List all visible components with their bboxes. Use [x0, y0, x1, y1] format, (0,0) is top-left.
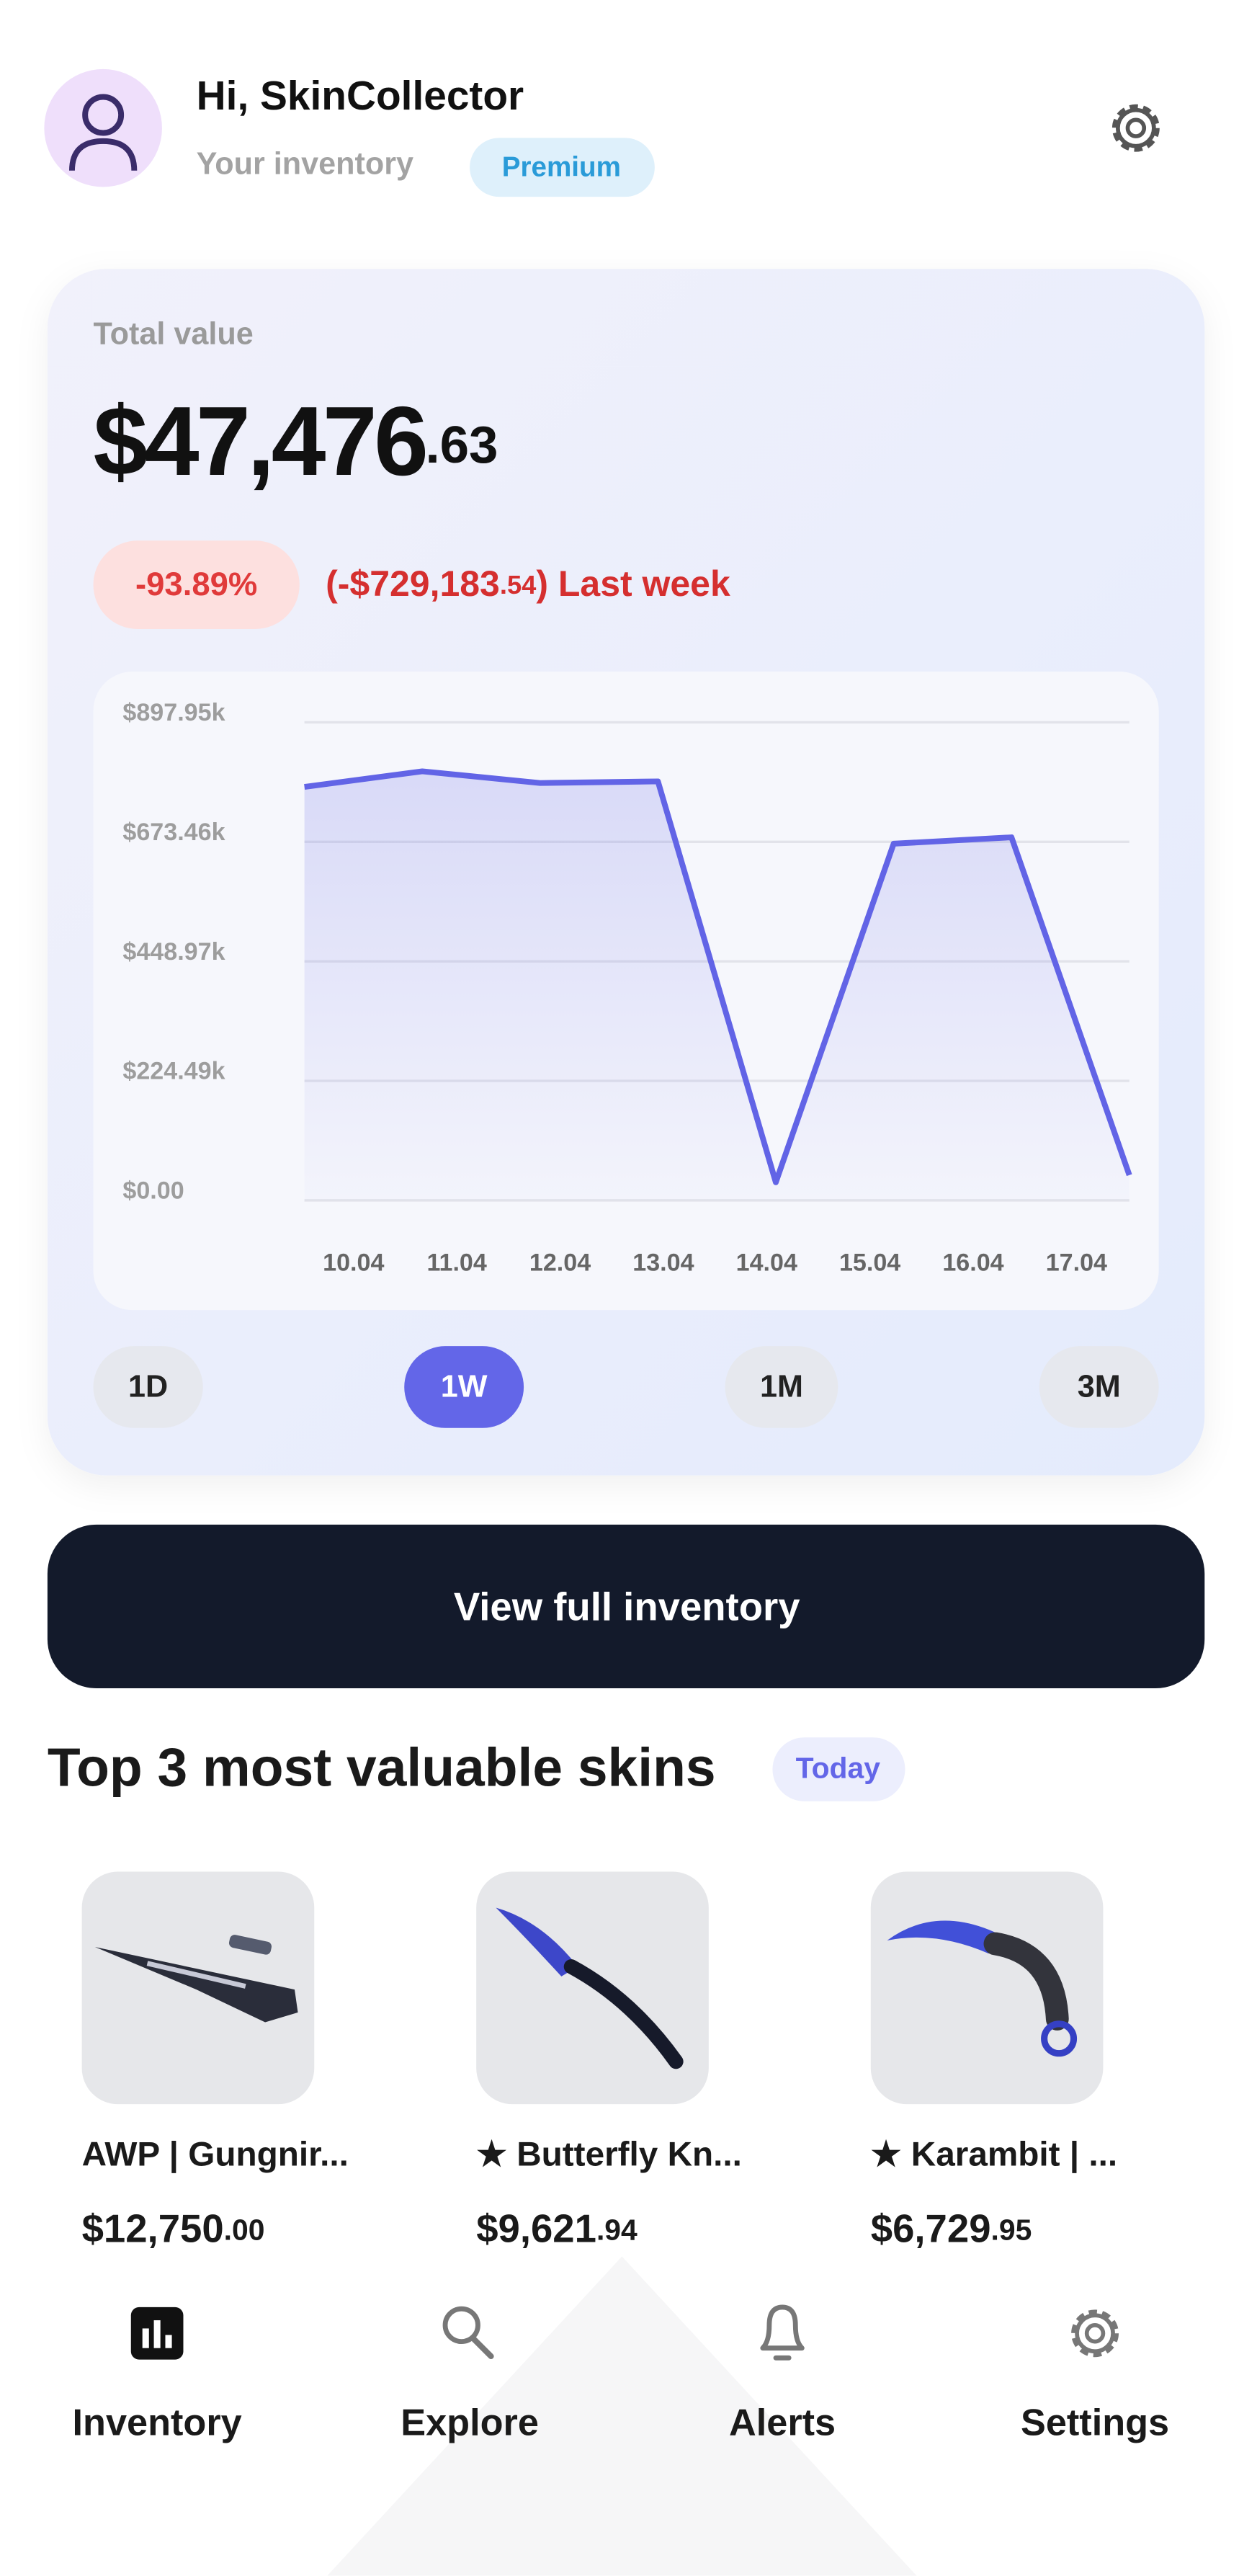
skin-image — [228, 1935, 272, 1955]
skin-price: $6,729.95 — [871, 2207, 1032, 2251]
settings-icon — [1071, 2309, 1119, 2358]
amount: $47,476 — [94, 386, 426, 496]
inventory-icon — [153, 2320, 161, 2348]
change: (-$729,183 — [326, 563, 500, 604]
x-tick-label: 13.04 — [632, 1249, 694, 1277]
nav-icons — [130, 2304, 1119, 2361]
avatar-icon — [82, 94, 125, 136]
total-label: Total value — [94, 317, 254, 352]
avatar[interactable] — [44, 68, 162, 187]
price-cents: .00 — [224, 2213, 265, 2246]
range-button[interactable] — [93, 1346, 203, 1428]
explore-icon — [470, 2335, 494, 2360]
y-tick-label: $224.49k — [122, 1058, 225, 1085]
skin-price: $9,621.94 — [476, 2207, 638, 2251]
change-suffix: ) Last week — [536, 563, 730, 604]
greeting: Hi, SkinCollector — [197, 73, 524, 119]
price-cents: .94 — [596, 2213, 638, 2246]
badge — [470, 138, 655, 197]
skin-name: ★ Butterfly Kn... — [476, 2135, 742, 2173]
alerts-icon — [760, 2304, 805, 2351]
line — [304, 768, 1132, 1185]
skin-image — [1041, 2020, 1078, 2057]
y-tick-label: $897.95k — [122, 699, 225, 726]
x-tick-label: 16.04 — [942, 1249, 1003, 1277]
bottom-nav: Inventory Explore Alerts Settings — [73, 2402, 1170, 2443]
button-label: View full inventory — [454, 1585, 800, 1628]
subtitle: Your inventory — [197, 146, 413, 181]
x-tick-label: 14.04 — [736, 1249, 797, 1277]
skin-image — [146, 1961, 246, 1989]
price: $12,750 — [82, 2207, 224, 2251]
range-button[interactable] — [404, 1346, 524, 1428]
section-badge-text: Today — [796, 1751, 881, 1784]
nav-label[interactable]: Alerts — [729, 2402, 836, 2443]
change-percent: -93.89% — [135, 566, 257, 602]
amount-cents: .63 — [425, 416, 498, 474]
total-value: $47,476.63 — [94, 386, 498, 496]
y-tick-label: $0.00 — [122, 1177, 184, 1205]
x-tick-label: 12.04 — [529, 1249, 591, 1277]
nav-label[interactable]: Inventory — [73, 2402, 242, 2443]
price-cents: .95 — [991, 2213, 1032, 2246]
view-inventory-button[interactable] — [47, 1524, 1205, 1689]
badge-text: Premium — [502, 152, 621, 183]
skin-tile[interactable] — [870, 1871, 1104, 2105]
chart: $0.00 $224.49k $448.97k $673.46k $897.95k 10.… — [122, 699, 1132, 1277]
range-label: 1D — [128, 1370, 168, 1404]
range-button[interactable] — [1039, 1346, 1159, 1428]
skin-image — [496, 1907, 578, 1976]
skin-price: $12,750.00 — [82, 2207, 265, 2251]
y-tick-label: $673.46k — [122, 819, 225, 846]
change-amount: (-$729,183.54) Last week — [326, 563, 730, 604]
change-pill — [93, 540, 300, 629]
inventory-icon — [142, 2328, 149, 2348]
range-label: 1W — [441, 1370, 488, 1404]
skin-image — [983, 1932, 1069, 2031]
x-tick-label: 11.04 — [426, 1249, 486, 1277]
explore-icon — [442, 2306, 480, 2345]
decoration — [327, 2256, 917, 2576]
skin-name: AWP | Gungnir... — [82, 2135, 349, 2173]
x-tick-label: 15.04 — [839, 1249, 900, 1277]
skin-image — [563, 1959, 684, 2069]
range-label: 1M — [760, 1370, 803, 1404]
skin-name: ★ Karambit | ... — [871, 2135, 1117, 2173]
nav-label[interactable]: Explore — [401, 2402, 539, 2443]
section-title: Top 3 most valuable skins — [48, 1737, 716, 1798]
skin-image — [887, 1920, 999, 1954]
avatar-icon — [68, 138, 138, 171]
section-badge — [772, 1737, 905, 1801]
nav-label[interactable]: Settings — [1021, 2402, 1169, 2443]
price: $6,729 — [871, 2207, 991, 2251]
inventory-icon — [165, 2335, 172, 2348]
skin-image — [94, 1947, 298, 2023]
x-tick-label: 17.04 — [1046, 1249, 1107, 1277]
price: $9,621 — [476, 2207, 596, 2251]
skin-list: AWP | Gungnir... $12,750.00 ★ Butterfly Kn… — [81, 1871, 1117, 2251]
settings-button[interactable] — [1111, 104, 1160, 152]
range-button[interactable] — [725, 1346, 838, 1428]
change-cents: .54 — [500, 569, 537, 599]
x-tick-label: 10.04 — [323, 1249, 384, 1277]
y-tick-label: $448.97k — [122, 938, 225, 966]
range-label: 3M — [1078, 1370, 1121, 1404]
range-selector: 1D 1W 1M 3M — [93, 1346, 1159, 1428]
